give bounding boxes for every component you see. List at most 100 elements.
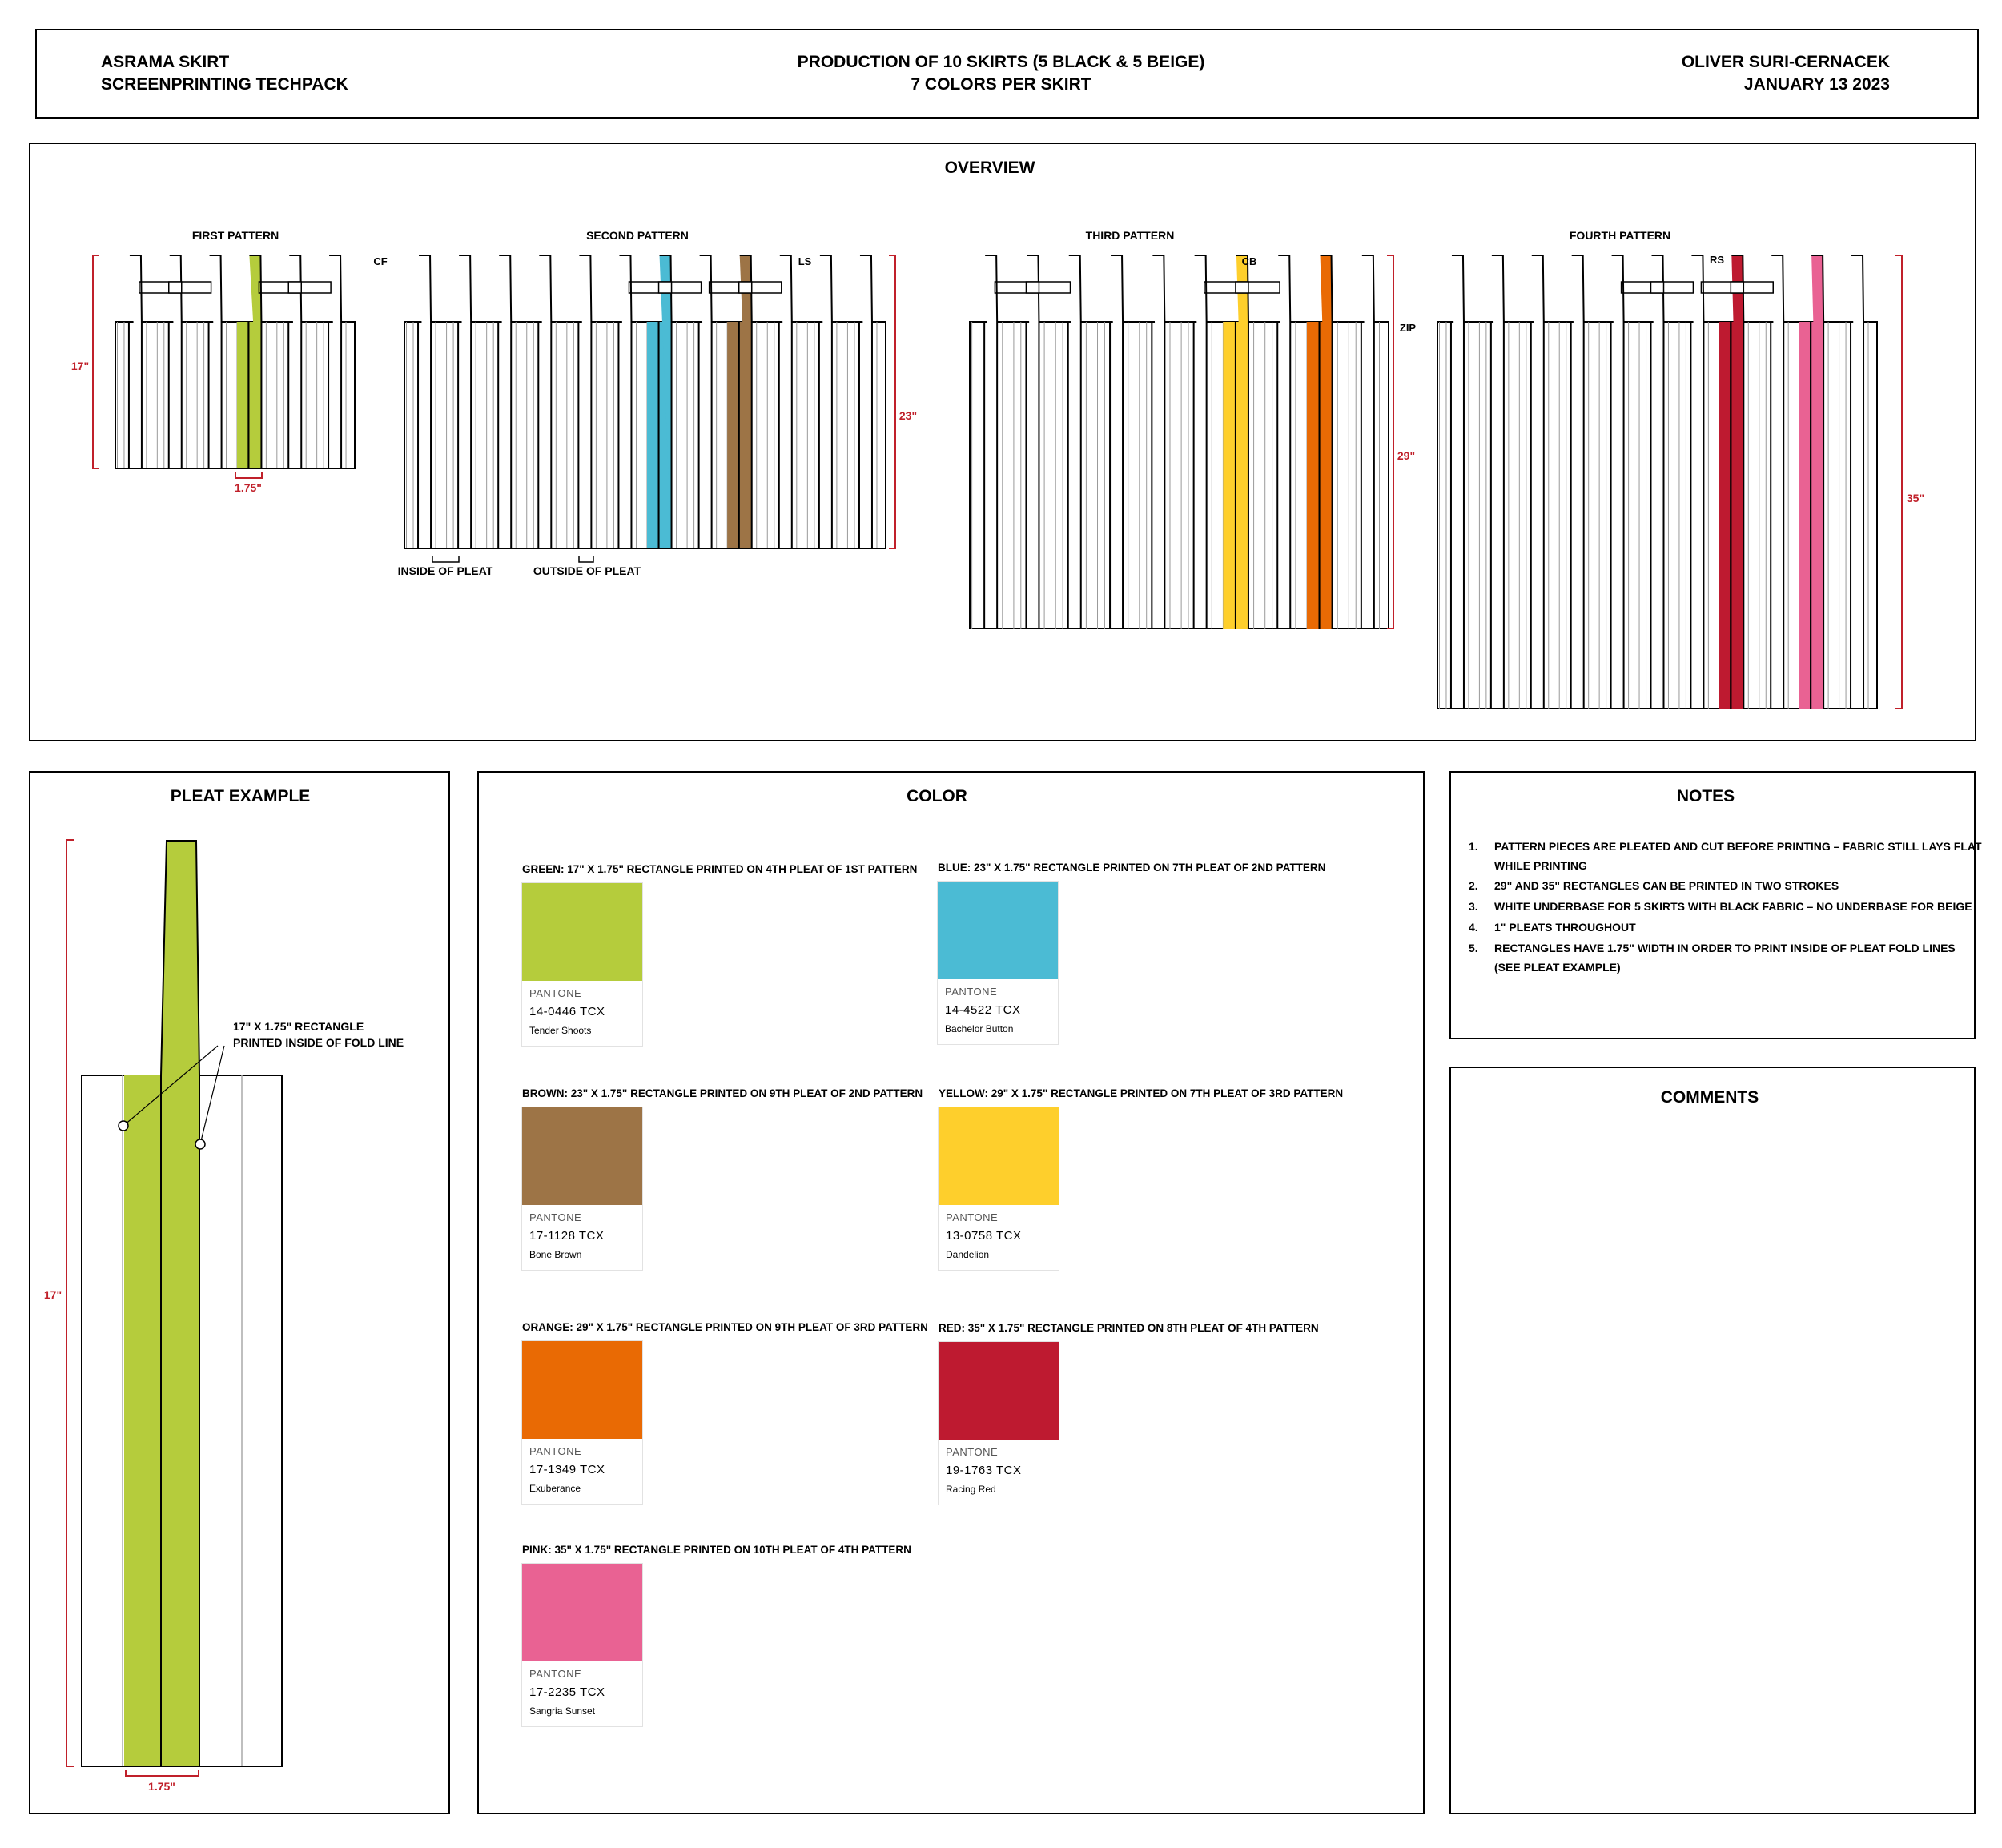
pantone-code: 17-2235 TCX: [529, 1685, 605, 1699]
note-text: PATTERN PIECES ARE PLEATED AND CUT BEFOR…: [1494, 840, 1982, 853]
swatch-color: [938, 882, 1058, 979]
swatch-description: ORANGE: 29" X 1.75" RECTANGLE PRINTED ON…: [522, 1321, 928, 1333]
pantone-brand: PANTONE: [529, 987, 582, 999]
pantone-chip: PANTONE 19-1763 TCX Racing Red: [939, 1342, 1059, 1505]
note-number: 4.: [1469, 921, 1478, 934]
swatch-description: BROWN: 23" X 1.75" RECTANGLE PRINTED ON …: [522, 1087, 923, 1099]
note-text-continued: WHILE PRINTING: [1494, 859, 1587, 872]
comments-panel: [1449, 1067, 1976, 1814]
pantone-name: Exuberance: [529, 1483, 581, 1494]
cf-label: CF: [373, 255, 387, 267]
note-text-continued: (SEE PLEAT EXAMPLE): [1494, 961, 1621, 974]
note-number: 5.: [1469, 942, 1478, 954]
pleat-width-label: 1.75": [148, 1780, 175, 1793]
height-dimension: [1895, 255, 1903, 709]
pattern-4: [1437, 255, 1878, 709]
swatch-color: [522, 1107, 642, 1205]
pantone-chip: PANTONE 17-1128 TCX Bone Brown: [522, 1107, 642, 1270]
note-text: RECTANGLES HAVE 1.75" WIDTH IN ORDER TO …: [1494, 942, 1956, 954]
swatch-color: [522, 1341, 642, 1439]
rs-label: RS: [1710, 254, 1724, 266]
pantone-name: Bone Brown: [529, 1249, 582, 1260]
pleat-height-label: 17": [44, 1288, 62, 1301]
pantone-chip: PANTONE 14-0446 TCX Tender Shoots: [522, 883, 642, 1046]
pantone-brand: PANTONE: [946, 1211, 999, 1223]
width-dimension: [235, 472, 263, 479]
pattern-2: [404, 255, 886, 549]
pantone-code: 17-1349 TCX: [529, 1463, 605, 1476]
pantone-name: Racing Red: [946, 1484, 996, 1495]
inside-pleat-label: INSIDE OF PLEAT: [398, 564, 493, 577]
swatch-description: RED: 35" X 1.75" RECTANGLE PRINTED ON 8T…: [939, 1322, 1319, 1334]
swatch-description: PINK: 35" X 1.75" RECTANGLE PRINTED ON 1…: [522, 1544, 911, 1556]
note-text: 1" PLEATS THROUGHOUT: [1494, 921, 1636, 934]
height-dimension: [92, 255, 99, 469]
pantone-code: 17-1128 TCX: [529, 1229, 605, 1243]
third-height-label: 29": [1397, 449, 1415, 462]
pantone-brand: PANTONE: [529, 1211, 582, 1223]
pleat-callout-line1: 17" X 1.75" RECTANGLE: [233, 1020, 364, 1033]
fourth-height-label: 35": [1907, 492, 1924, 504]
zip-label: ZIP: [1400, 322, 1417, 334]
pantone-code: 19-1763 TCX: [946, 1464, 1022, 1477]
outside-pleat-label: OUTSIDE OF PLEAT: [533, 564, 641, 577]
first-height-label: 17": [71, 360, 89, 372]
header-center-subtitle: 7 COLORS PER SKIRT: [911, 75, 1091, 94]
second-pattern-label: SECOND PATTERN: [586, 229, 689, 242]
header-date: JANUARY 13 2023: [1743, 75, 1890, 94]
pantone-code: 14-0446 TCX: [529, 1005, 605, 1018]
height-dimension: [889, 255, 896, 549]
pantone-chip: PANTONE 14-4522 TCX Bachelor Button: [938, 882, 1058, 1044]
swatch-color: [939, 1107, 1059, 1205]
note-text: 29" AND 35" RECTANGLES CAN BE PRINTED IN…: [1494, 879, 1839, 892]
note-number: 3.: [1469, 900, 1478, 913]
fourth-pattern-label: FOURTH PATTERN: [1570, 229, 1670, 242]
pantone-name: Dandelion: [946, 1249, 990, 1260]
swatch-color: [522, 883, 642, 981]
overview-drawings: FIRST PATTERN SECOND PATTERN THIRD PATTE…: [71, 229, 1924, 709]
note-number: 2.: [1469, 879, 1478, 892]
ls-label: LS: [798, 255, 812, 267]
pattern-1: [115, 255, 356, 469]
swatch-color: [522, 1564, 642, 1661]
second-height-label: 23": [899, 409, 917, 422]
pleat-callout-line2: PRINTED INSIDE OF FOLD LINE: [233, 1036, 404, 1049]
swatch-description: YELLOW: 29" x 1.75" RECTANGLE PRINTED ON…: [939, 1087, 1344, 1099]
notes-panel: [1449, 771, 1976, 1039]
header-left-title: ASRAMA SKIRT: [101, 53, 230, 71]
cb-label: CB: [1242, 255, 1257, 267]
pantone-brand: PANTONE: [946, 1446, 999, 1458]
pleat-example-title: PLEAT EXAMPLE: [170, 787, 311, 805]
swatch-color: [939, 1342, 1059, 1440]
pantone-chip: PANTONE 13-0758 TCX Dandelion: [939, 1107, 1059, 1270]
height-dimension: [1387, 255, 1394, 629]
note-number: 1.: [1469, 840, 1478, 853]
first-width-label: 1.75": [235, 481, 262, 494]
pattern-3: [969, 255, 1389, 629]
header-left-subtitle: SCREENPRINTING TECHPACK: [101, 75, 348, 94]
swatch-description: GREEN: 17" X 1.75" RECTANGLE PRINTED ON …: [522, 863, 918, 875]
pantone-code: 13-0758 TCX: [946, 1229, 1022, 1243]
notes-title: NOTES: [1676, 787, 1735, 805]
header-center-title: PRODUCTION OF 10 SKIRTS (5 BLACK & 5 BEI…: [797, 53, 1205, 71]
third-pattern-label: THIRD PATTERN: [1086, 229, 1175, 242]
pantone-brand: PANTONE: [529, 1445, 582, 1457]
first-pattern-label: FIRST PATTERN: [192, 229, 279, 242]
overview-title: OVERVIEW: [944, 159, 1035, 177]
swatch-description: BLUE: 23" X 1.75" RECTANGLE PRINTED ON 7…: [938, 862, 1326, 874]
color-title: COLOR: [907, 787, 967, 805]
pantone-chip: PANTONE 17-1349 TCX Exuberance: [522, 1341, 642, 1504]
note-text: WHITE UNDERBASE FOR 5 SKIRTS WITH BLACK …: [1494, 900, 1972, 913]
comments-title: COMMENTS: [1660, 1088, 1759, 1107]
pantone-brand: PANTONE: [945, 986, 998, 998]
inside-pleat-bracket: [432, 556, 460, 563]
header-author: OLIVER SURI-CERNACEK: [1681, 53, 1890, 71]
outside-pleat-bracket: [578, 556, 594, 563]
pantone-chip: PANTONE 17-2235 TCX Sangria Sunset: [522, 1564, 642, 1726]
header-box: [35, 29, 1979, 119]
pantone-brand: PANTONE: [529, 1668, 582, 1680]
pantone-name: Bachelor Button: [945, 1023, 1014, 1034]
pleat-example-drawing: 17" 17" X 1.75" RECTANGLE PRINTED INSIDE…: [44, 839, 404, 1793]
pantone-name: Sangria Sunset: [529, 1705, 596, 1717]
pantone-name: Tender Shoots: [529, 1025, 592, 1036]
